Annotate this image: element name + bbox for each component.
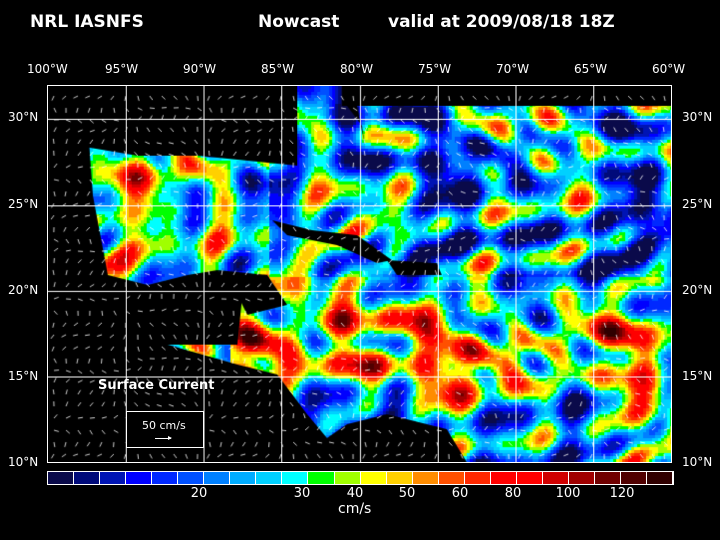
colorbar-bin — [386, 472, 413, 484]
colorbar-bin — [256, 472, 283, 484]
surface-current-map — [47, 85, 672, 463]
lon-label: 75°W — [418, 62, 452, 76]
lat-label: 30°N — [8, 110, 39, 124]
valid-time: valid at 2009/08/18 18Z — [388, 12, 615, 32]
legend-title: Surface Current — [98, 378, 215, 393]
colorbar-bin — [282, 472, 309, 484]
lat-label: 10°N — [8, 455, 39, 469]
colorbar-tick: 80 — [504, 486, 522, 501]
lon-label: 70°W — [496, 62, 530, 76]
colorbar-bin — [48, 472, 75, 484]
lat-label: 15°N — [682, 369, 713, 383]
colorbar-bin — [438, 472, 465, 484]
lat-label: 20°N — [682, 283, 713, 297]
lon-label: 60°W — [652, 62, 686, 76]
reference-vector-box: 50 cm/s — [126, 411, 204, 448]
colorbar-tick: 60 — [451, 486, 469, 501]
colorbar-bin — [152, 472, 179, 484]
colorbar-bin — [490, 472, 517, 484]
colorbar-bin — [204, 472, 231, 484]
colorbar-bin — [308, 472, 335, 484]
lon-label: 95°W — [105, 62, 139, 76]
lon-label: 85°W — [261, 62, 295, 76]
colorbar-bin — [516, 472, 543, 484]
lon-label: 65°W — [574, 62, 608, 76]
lon-label: 100°W — [27, 62, 68, 76]
colorbar-tick: 120 — [609, 486, 635, 501]
colorbar-bin — [594, 472, 622, 484]
lat-label: 25°N — [682, 197, 713, 211]
colorbar-bin — [126, 472, 153, 484]
reference-arrow-icon — [155, 436, 172, 440]
colorbar-bin — [412, 472, 439, 484]
colorbar-bin — [74, 472, 101, 484]
colorbar-bin — [621, 472, 648, 484]
colorbar-bin — [647, 472, 674, 484]
colorbar-bin — [542, 472, 569, 484]
lat-label: 15°N — [8, 369, 39, 383]
colorbar-bin — [230, 472, 257, 484]
colorbar-bin — [568, 472, 595, 484]
colorbar-tick: 50 — [398, 486, 416, 501]
colorbar-tick: 30 — [293, 486, 311, 501]
colorbar-tick: 100 — [555, 486, 581, 501]
reference-vector-label: 50 cm/s — [142, 419, 186, 432]
lat-label: 30°N — [682, 110, 713, 124]
colorbar-bin — [360, 472, 387, 484]
lat-label: 10°N — [682, 455, 713, 469]
colorbar-bin — [178, 472, 205, 484]
lat-label: 20°N — [8, 283, 39, 297]
colorbar-unit: cm/s — [338, 501, 372, 517]
lon-label: 90°W — [183, 62, 217, 76]
colorbar — [47, 471, 674, 485]
colorbar-tick: 20 — [190, 486, 208, 501]
colorbar-bin — [100, 472, 127, 484]
lat-label: 25°N — [8, 197, 39, 211]
product-type: Nowcast — [258, 12, 340, 32]
colorbar-tick: 40 — [346, 486, 364, 501]
lon-label: 80°W — [340, 62, 374, 76]
colorbar-bin — [464, 472, 491, 484]
model-name: NRL IASNFS — [30, 12, 144, 32]
colorbar-bin — [334, 472, 361, 484]
